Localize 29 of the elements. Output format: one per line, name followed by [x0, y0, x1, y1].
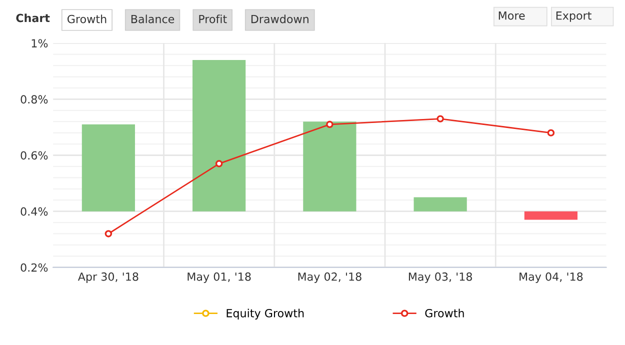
bar	[192, 60, 246, 212]
y-tick-label: 0.2%	[20, 263, 48, 272]
point	[104, 230, 112, 238]
y-tick-label: 0.8%	[20, 95, 48, 104]
text: Balance	[131, 14, 174, 24]
text: Drawdown	[251, 14, 308, 24]
bar	[82, 124, 135, 212]
point	[215, 160, 223, 168]
chart-title: Chart	[16, 14, 50, 22]
text: Export	[556, 12, 592, 22]
text: Growth	[68, 14, 106, 24]
bar	[303, 122, 356, 212]
x-tick-label: May 02, '18	[298, 272, 362, 283]
bar	[524, 211, 578, 220]
text: Profit	[199, 14, 227, 24]
point	[326, 120, 334, 128]
point	[436, 115, 444, 122]
y-tick-label: 0.6%	[20, 151, 48, 160]
x-tick-label: Apr 30, '18	[78, 272, 138, 283]
bar	[414, 197, 467, 212]
text: More	[498, 12, 525, 20]
x-tick-label: May 03, '18	[408, 272, 472, 283]
point	[547, 129, 555, 136]
y-tick-label: 1%	[32, 39, 48, 48]
x-tick-label: May 04, '18	[520, 272, 583, 283]
x-tick-label: May 01, '18	[188, 272, 251, 283]
y-tick-label: 0.4%	[20, 207, 48, 216]
legend-label: Growth	[425, 308, 464, 318]
legend-label: Equity Growth	[226, 308, 304, 320]
